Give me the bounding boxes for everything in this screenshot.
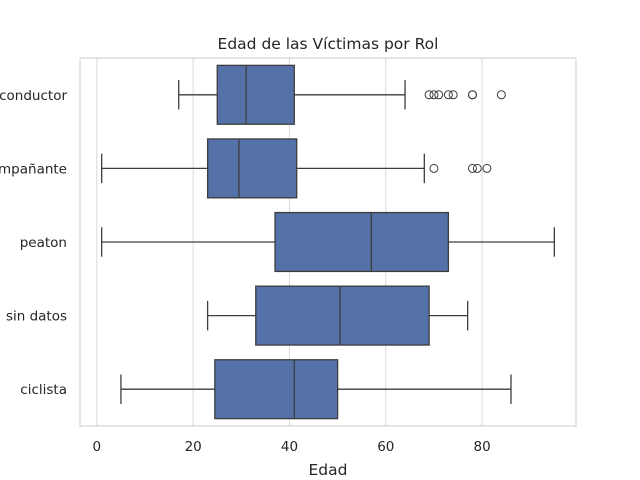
box-peaton [101, 211, 555, 273]
y-tick-label: mpañante [0, 161, 67, 177]
x-tick-label: 20 [185, 439, 202, 455]
box-sin-datos [206, 285, 469, 346]
y-tick-label: sin datos [6, 309, 67, 325]
outlier-point [467, 90, 477, 100]
outlier-point [496, 90, 506, 100]
outlier-point [434, 90, 444, 100]
x-tick-label: 60 [377, 439, 394, 455]
outlier-point [429, 90, 439, 100]
box-acompañante [101, 138, 492, 199]
box-series [101, 64, 555, 420]
iqr-box [206, 138, 298, 199]
outlier-point [448, 90, 458, 100]
box-conductor [178, 64, 506, 125]
x-tick-label: 0 [93, 439, 102, 455]
outlier-point [467, 163, 477, 173]
outlier-point [472, 163, 482, 173]
outlier-point [429, 163, 439, 173]
iqr-box [216, 64, 295, 125]
box-ciclista [120, 359, 512, 420]
x-axis-label: Edad [309, 461, 348, 479]
plot-frame [79, 57, 577, 427]
y-tick-label: peaton [20, 235, 67, 251]
outlier-point [482, 163, 492, 173]
y-tick-label: conductor [0, 88, 67, 104]
iqr-box [274, 211, 450, 273]
y-tick-label: ciclista [20, 382, 67, 398]
x-tick-label: 40 [281, 439, 298, 455]
iqr-box [255, 285, 430, 346]
outlier-point [424, 90, 434, 100]
outlier-point [443, 90, 453, 100]
x-tick-label: 80 [474, 439, 491, 455]
iqr-box [214, 359, 339, 420]
x-tick-labels: 0 20 40 60 80 [93, 439, 491, 455]
chart-title: Edad de las Víctimas por Rol [218, 35, 439, 53]
y-tick-labels: conductor mpañante peaton sin datos ciclista [0, 88, 67, 398]
